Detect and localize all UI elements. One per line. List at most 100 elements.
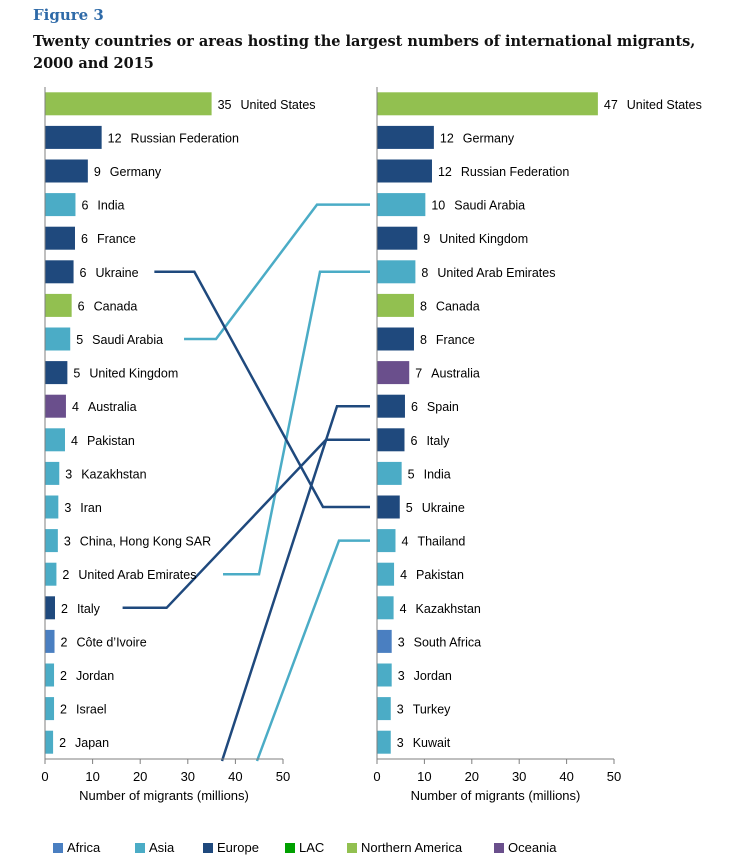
value-label: 3 — [65, 467, 72, 481]
x-tick-label-0: 0 — [373, 769, 380, 784]
bar-label-australia: 7 Australia — [415, 367, 480, 381]
value-label: 2 — [61, 602, 68, 616]
bar-france — [45, 226, 75, 250]
bar-ukraine — [45, 260, 74, 284]
category-label: Japan — [75, 736, 109, 750]
bar-label-pakistan: 4 Pakistan — [400, 568, 464, 582]
connector-united-arab-emirates — [223, 270, 370, 576]
bar-united-arab-emirates — [377, 260, 416, 284]
bar-label-russian-federation: 12 Russian Federation — [438, 165, 569, 179]
category-label: Spain — [427, 400, 459, 414]
bar-russian-federation — [45, 125, 102, 149]
bar-canada — [45, 293, 72, 317]
bar-turkey — [377, 697, 391, 721]
bar-label-united-states: 47 United States — [604, 98, 702, 112]
category-label: Canada — [94, 299, 138, 313]
category-label: Turkey — [413, 703, 451, 717]
category-label: India — [97, 199, 124, 213]
bar-label-russian-federation: 12 Russian Federation — [108, 131, 239, 145]
bar-thailand — [377, 529, 396, 553]
value-label: 4 — [72, 400, 79, 414]
bar-saudi-arabia — [45, 327, 71, 351]
panel-2015: 47 United States 12 Germany 12 Russian Federa… — [373, 87, 702, 803]
category-label: Italy — [77, 602, 101, 616]
category-label: Israel — [76, 703, 107, 717]
category-label: Kazakhstan — [416, 602, 481, 616]
value-label: 2 — [59, 736, 66, 750]
bar-kazakhstan — [377, 596, 394, 620]
bar-italy — [45, 596, 55, 620]
bar-saudi-arabia — [377, 193, 426, 217]
x-tick-label-40: 40 — [559, 769, 573, 784]
x-tick-label-50: 50 — [276, 769, 290, 784]
bar-russian-federation — [377, 159, 432, 183]
bar-ukraine — [377, 495, 400, 519]
bar-label-germany: 9 Germany — [94, 165, 162, 179]
value-label: 12 — [108, 131, 122, 145]
value-label: 8 — [421, 266, 428, 280]
bar-label-italy: 6 Italy — [410, 434, 450, 448]
value-label: 8 — [420, 333, 427, 347]
chart-title: Twenty countries or areas hosting the la… — [33, 33, 696, 72]
x-tick-label-10: 10 — [85, 769, 99, 784]
figure-label: Figure 3 — [33, 6, 104, 24]
legend: Africa Asia Europe LAC Northern America Ocean… — [53, 840, 557, 855]
bar-label-france: 6 France — [81, 232, 136, 246]
value-label: 2 — [61, 635, 68, 649]
legend-label-asia: Asia — [149, 840, 175, 855]
value-label: 9 — [94, 165, 101, 179]
value-label: 5 — [408, 467, 415, 481]
category-label: Australia — [431, 367, 480, 381]
bar-label-pakistan: 4 Pakistan — [71, 434, 135, 448]
bar-label-france: 8 France — [420, 333, 475, 347]
value-label: 6 — [410, 434, 417, 448]
category-label: Russian Federation — [131, 131, 239, 145]
value-label: 2 — [60, 669, 67, 683]
bar-label-germany: 12 Germany — [440, 131, 515, 145]
value-label: 2 — [62, 568, 69, 582]
bar-label-kuwait: 3 Kuwait — [397, 736, 451, 750]
value-label: 9 — [423, 232, 430, 246]
x-tick-label-20: 20 — [465, 769, 479, 784]
legend-label-oceania: Oceania — [508, 840, 557, 855]
bar-label-united-states: 35 United States — [218, 98, 316, 112]
connector-thailand — [255, 539, 370, 762]
category-label: Saudi Arabia — [454, 199, 525, 213]
bar-japan — [45, 730, 54, 754]
bar-label-turkey: 3 Turkey — [397, 703, 451, 717]
category-label: Canada — [436, 299, 480, 313]
bar-india — [45, 193, 76, 217]
bar-label-saudi-arabia: 10 Saudi Arabia — [431, 199, 525, 213]
category-label: Australia — [88, 400, 137, 414]
bar-kuwait — [377, 730, 391, 754]
category-label: India — [424, 467, 451, 481]
connector-italy — [122, 438, 370, 610]
value-label: 4 — [71, 434, 78, 448]
bar-label-israel: 2 Israel — [60, 703, 107, 717]
value-label: 3 — [64, 535, 71, 549]
legend-label-africa: Africa — [67, 840, 101, 855]
value-label: 5 — [73, 367, 80, 381]
x-tick-label-0: 0 — [41, 769, 48, 784]
bar-united-kingdom — [45, 361, 68, 385]
value-label: 12 — [438, 165, 452, 179]
category-label: Jordan — [414, 669, 452, 683]
bar-label-ukraine: 5 Ukraine — [406, 501, 465, 515]
bar-iran — [45, 495, 59, 519]
x-tick-label-30: 30 — [512, 769, 526, 784]
legend-swatch-lac — [285, 843, 295, 853]
bar-germany — [45, 159, 88, 183]
category-label: Ukraine — [422, 501, 465, 515]
value-label: 6 — [81, 232, 88, 246]
bar-label-jordan: 3 Jordan — [398, 669, 452, 683]
category-label: Ukraine — [96, 266, 139, 280]
category-label: Côte d’Ivoire — [76, 635, 146, 649]
bar-label-china-hong-kong-sar: 3 China, Hong Kong SAR — [64, 535, 211, 549]
category-label: United Arab Emirates — [78, 568, 196, 582]
bar-italy — [377, 428, 405, 452]
legend-label-northern-america: Northern America — [361, 840, 463, 855]
category-label: Italy — [426, 434, 450, 448]
category-label: Thailand — [417, 535, 465, 549]
bar-united-states — [45, 92, 212, 116]
x-tick-label-10: 10 — [417, 769, 431, 784]
